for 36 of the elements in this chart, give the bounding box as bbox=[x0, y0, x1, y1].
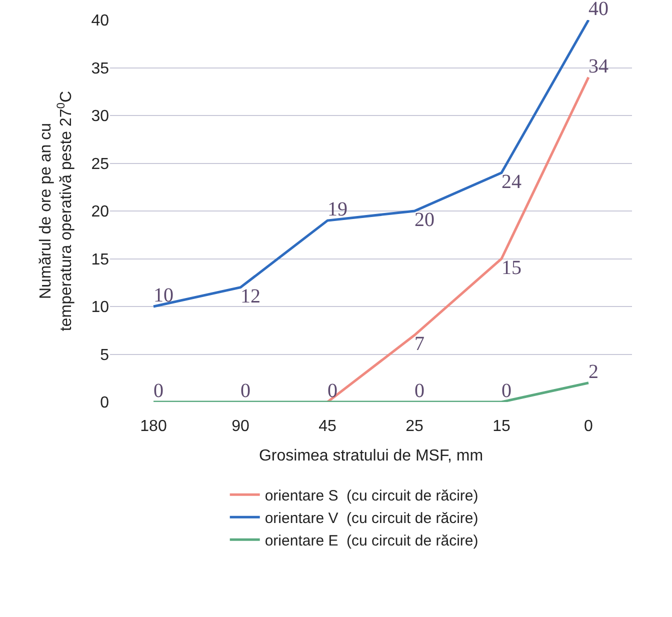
data-label: 40 bbox=[588, 0, 608, 20]
data-label: 0 bbox=[502, 380, 512, 402]
x-tick-label: 0 bbox=[584, 418, 594, 435]
x-tick-label: 25 bbox=[406, 418, 424, 435]
x-tick-label: 180 bbox=[140, 418, 167, 435]
line-series bbox=[326, 76, 590, 402]
x-axis-title: Grosimea stratului de MSF, mm bbox=[258, 448, 484, 465]
data-label: 2 bbox=[588, 360, 598, 383]
y-tick-label: 10 bbox=[91, 299, 110, 316]
x-tick-label: 15 bbox=[492, 418, 510, 435]
data-label: 0 bbox=[154, 380, 164, 402]
y-tick-label: 35 bbox=[91, 60, 110, 78]
x-tick-label: 45 bbox=[318, 418, 336, 435]
data-label: 0 bbox=[328, 380, 338, 402]
legend-label: orientare E (cu circuit de răcire) bbox=[264, 532, 478, 550]
line-series bbox=[152, 20, 590, 308]
data-label: 20 bbox=[414, 209, 434, 231]
data-label: 12 bbox=[240, 285, 260, 308]
y-tick-label: 0 bbox=[100, 394, 110, 412]
data-label: 34 bbox=[588, 55, 608, 78]
y-tick-label: 25 bbox=[91, 156, 110, 173]
x-tick-label: 90 bbox=[232, 418, 250, 435]
data-label: 10 bbox=[154, 284, 174, 306]
legend-label: orientare S (cu circuit de răcire) bbox=[264, 488, 478, 504]
data-label: 0 bbox=[414, 380, 424, 402]
data-label: 0 bbox=[240, 380, 250, 402]
y-tick-label: 40 bbox=[91, 12, 110, 30]
data-label: 15 bbox=[502, 256, 522, 279]
data-label: 24 bbox=[502, 170, 522, 193]
legend-label: orientare V (cu circuit de răcire) bbox=[264, 510, 478, 527]
y-tick-label: 20 bbox=[91, 204, 110, 221]
data-label: 7 bbox=[414, 333, 424, 356]
data-label: 19 bbox=[328, 198, 348, 221]
y-tick-label: 30 bbox=[91, 108, 110, 126]
y-tick-label: 15 bbox=[91, 251, 110, 268]
y-tick-label: 5 bbox=[100, 346, 110, 364]
